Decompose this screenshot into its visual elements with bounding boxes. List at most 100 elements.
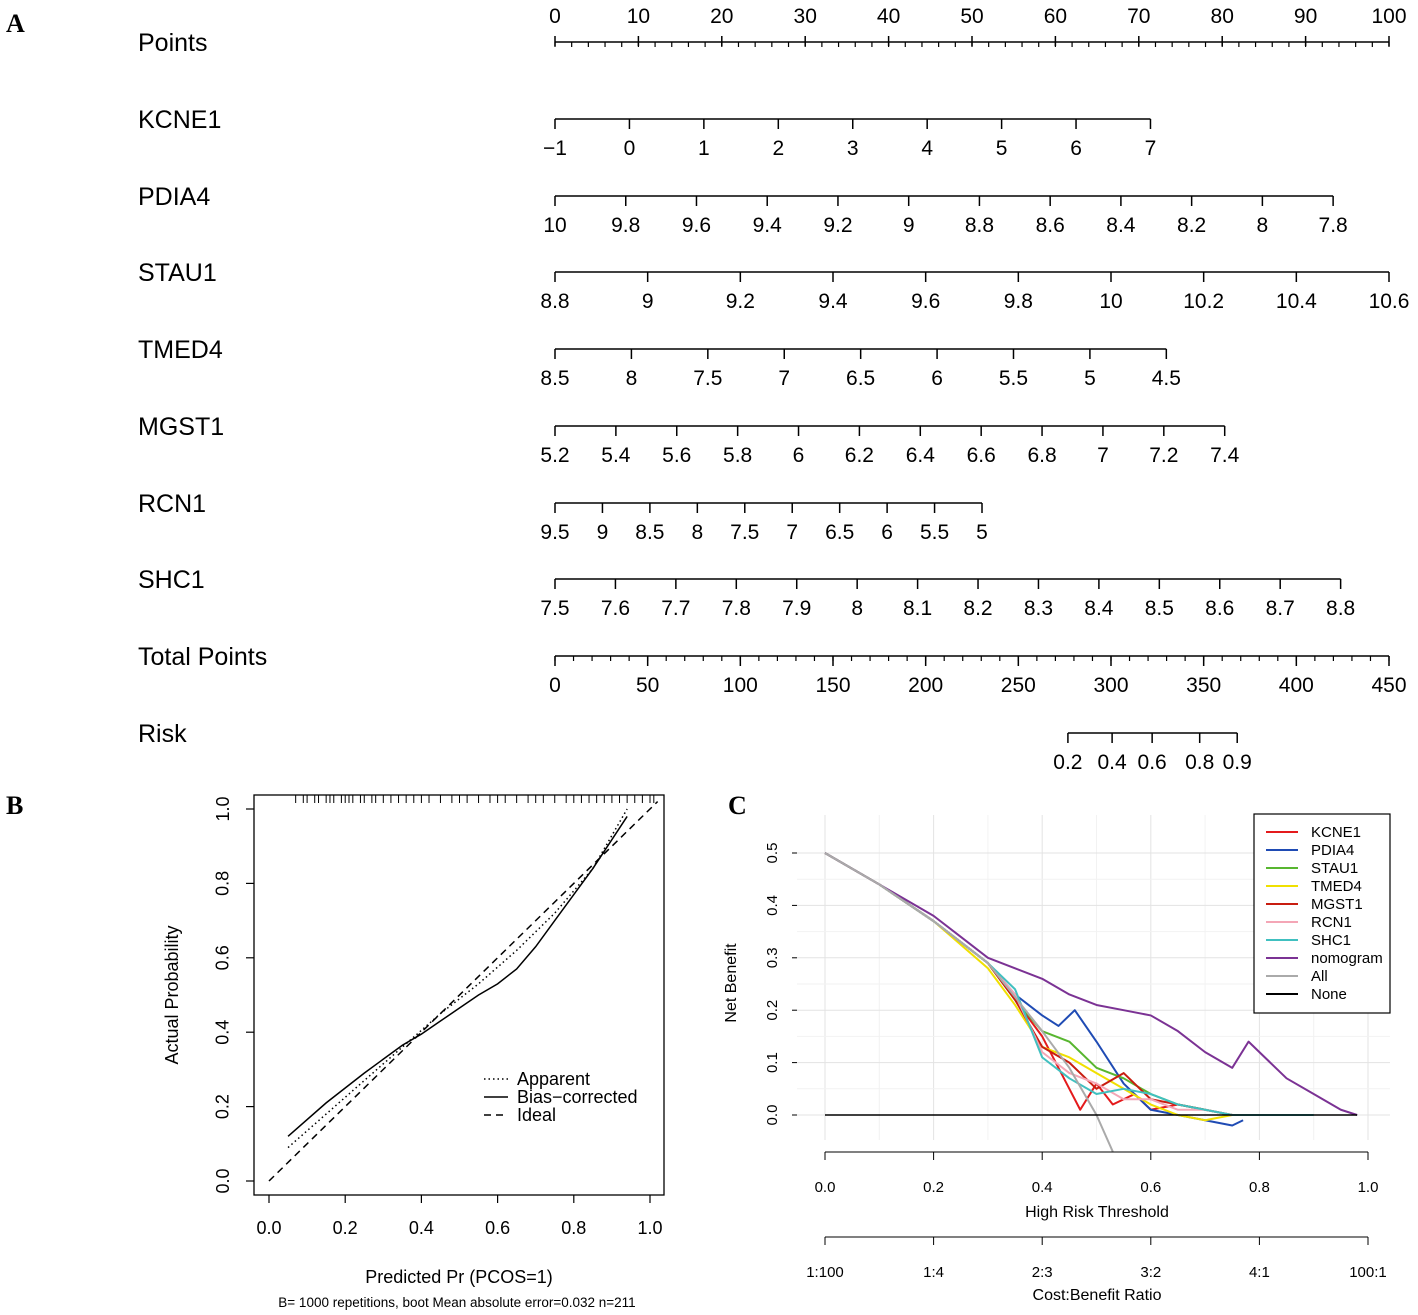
tick-label-points: 90: [1294, 5, 1317, 28]
y-tick-label: 0.3: [764, 947, 781, 968]
tick-label-tmed4: 8: [626, 367, 638, 390]
x-tick-label: 0.2: [333, 1218, 358, 1238]
tick-label-pdia4: 8.6: [1036, 214, 1065, 237]
tick-label-tmed4: 8.5: [540, 367, 569, 390]
tick-label-shc1: 7.6: [601, 597, 630, 620]
tick-label-rcn1: 7.5: [730, 521, 759, 544]
tick-label-tmed4: 4.5: [1152, 367, 1181, 390]
tick-label-rcn1: 7: [786, 521, 798, 544]
tick-label-stau1: 9.2: [726, 290, 755, 313]
footnote: B= 1000 repetitions, boot Mean absolute …: [278, 1295, 635, 1310]
tick-label-kcne1: 1: [698, 137, 710, 160]
tick-label-mgst1: 6.8: [1027, 444, 1056, 467]
tick-label-mgst1: 7: [1097, 444, 1109, 467]
tick-label-mgst1: 6: [793, 444, 805, 467]
tick-label-shc1: 8: [851, 597, 863, 620]
tick-label-pdia4: 9.2: [823, 214, 852, 237]
tick-label-rcn1: 9: [597, 521, 609, 544]
tick-label-shc1: 7.5: [540, 597, 569, 620]
tick-label-pdia4: 8.2: [1177, 214, 1206, 237]
row-label-kcne1: KCNE1: [138, 106, 221, 134]
legend-label-pdia4: PDIA4: [1311, 842, 1354, 859]
row-label-tmed4: TMED4: [138, 336, 223, 364]
tick-label-points: 100: [1371, 5, 1406, 28]
legend-label-all: All: [1311, 968, 1328, 985]
tick-label-total-points: 450: [1371, 674, 1406, 697]
x2-tick-label: 3:2: [1140, 1264, 1161, 1281]
tick-label-pdia4: 10: [543, 214, 566, 237]
row-label-stau1: STAU1: [138, 259, 217, 287]
tick-label-shc1: 8.5: [1145, 597, 1174, 620]
tick-label-kcne1: −1: [543, 137, 567, 160]
tick-label-mgst1: 7.2: [1149, 444, 1178, 467]
y-tick-label: 0.8: [213, 871, 233, 896]
legend-box: [1253, 813, 1391, 1014]
tick-label-pdia4: 7.8: [1319, 214, 1348, 237]
legend-label-shc1: SHC1: [1311, 932, 1351, 949]
series-all: [824, 852, 1114, 1153]
x-tick-label: 0.4: [1032, 1179, 1053, 1196]
x-axis-label: Predicted Pr (PCOS=1): [365, 1267, 553, 1287]
tick-label-pdia4: 9.8: [611, 214, 640, 237]
x-tick-label: 1.0: [637, 1218, 662, 1238]
tick-label-points: 30: [794, 5, 817, 28]
x-tick-label: 0.0: [256, 1218, 281, 1238]
tick-label-points: 80: [1211, 5, 1234, 28]
legend-label-nomogram: nomogram: [1311, 950, 1383, 967]
tick-label-shc1: 8.8: [1326, 597, 1355, 620]
tick-label-stau1: 10: [1099, 290, 1122, 313]
tick-label-mgst1: 6.6: [967, 444, 996, 467]
x2-tick-label: 100:1: [1349, 1264, 1387, 1281]
tick-label-shc1: 7.7: [661, 597, 690, 620]
tick-label-kcne1: 6: [1070, 137, 1082, 160]
row-label-rcn1: RCN1: [138, 490, 206, 518]
tick-label-pdia4: 9.4: [753, 214, 783, 237]
x-tick-label: 1.0: [1358, 1179, 1379, 1196]
tick-label-mgst1: 7.4: [1210, 444, 1240, 467]
legend-label-mgst1: MGST1: [1311, 896, 1363, 913]
tick-label-stau1: 10.6: [1369, 290, 1410, 313]
tick-label-stau1: 8.8: [540, 290, 569, 313]
tick-label-tmed4: 5.5: [999, 367, 1028, 390]
panel-label-c: C: [728, 791, 747, 820]
y-tick-label: 0.0: [213, 1168, 233, 1193]
tick-label-rcn1: 6.5: [825, 521, 854, 544]
tick-label-stau1: 10.2: [1183, 290, 1224, 313]
tick-label-shc1: 8.6: [1205, 597, 1234, 620]
panel-label-a: A: [6, 9, 25, 38]
tick-label-tmed4: 6.5: [846, 367, 875, 390]
x-tick-label: 0.6: [1140, 1179, 1161, 1196]
y-tick-label: 0.2: [213, 1094, 233, 1119]
tick-label-stau1: 9.6: [911, 290, 940, 313]
tick-label-mgst1: 6.4: [906, 444, 936, 467]
row-label-mgst1: MGST1: [138, 413, 224, 441]
tick-label-stau1: 10.4: [1276, 290, 1317, 313]
legend-label-bias-corrected: Bias−corrected: [517, 1087, 638, 1107]
y-tick-label: 0.6: [213, 945, 233, 970]
tick-label-kcne1: 7: [1145, 137, 1157, 160]
tick-label-tmed4: 7.5: [693, 367, 722, 390]
tick-label-total-points: 400: [1279, 674, 1314, 697]
x-tick-label: 0.8: [1249, 1179, 1270, 1196]
row-label-shc1: SHC1: [138, 566, 205, 594]
tick-label-total-points: 250: [1001, 674, 1036, 697]
tick-label-risk: 0.2: [1053, 751, 1082, 774]
tick-label-rcn1: 6: [881, 521, 893, 544]
decision-curve-panel: 0.0 0.1 0.2 0.3 0.4 0.5 0.0 0.2 0.4 0.6 0.8 1.0 High…: [723, 813, 1391, 1304]
x-tick-label: 0.8: [561, 1218, 586, 1238]
tick-label-risk: 0.6: [1138, 751, 1167, 774]
tick-label-points: 10: [627, 5, 650, 28]
tick-label-shc1: 8.3: [1024, 597, 1053, 620]
tick-label-rcn1: 9.5: [540, 521, 569, 544]
tick-label-tmed4: 5: [1084, 367, 1096, 390]
legend-label-none: None: [1311, 986, 1347, 1003]
tick-label-pdia4: 8: [1257, 214, 1269, 237]
x2-axis-label: Cost:Benefit Ratio: [1033, 1287, 1162, 1304]
tick-label-mgst1: 5.6: [662, 444, 691, 467]
tick-label-pdia4: 9: [903, 214, 915, 237]
y-axis-label: Net Benefit: [723, 943, 740, 1023]
tick-label-kcne1: 2: [772, 137, 784, 160]
x-axis-label: High Risk Threshold: [1025, 1204, 1169, 1221]
tick-label-points: 40: [877, 5, 900, 28]
